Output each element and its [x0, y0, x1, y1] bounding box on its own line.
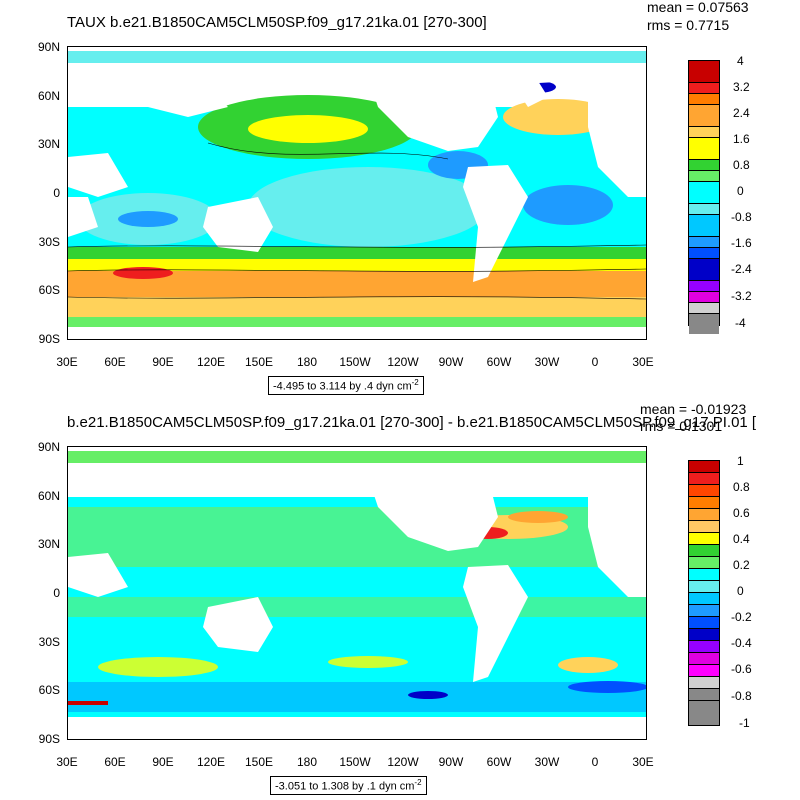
top-lat-label-60n: 60N — [37, 89, 60, 103]
bottom-lat-label-30n: 30N — [37, 537, 60, 551]
top-lon-label: 120W — [387, 355, 419, 369]
bottom-lon-label: 30E — [632, 755, 654, 769]
top-lon-label: 90E — [152, 355, 174, 369]
bottom-colorbar-label: 0.4 — [733, 532, 750, 546]
top-mean: mean = 0.07563 — [647, 0, 749, 15]
bottom-colorbar-label: 0 — [737, 584, 744, 598]
top-lon-label: 90W — [438, 355, 464, 369]
top-colorbar-label: -2.4 — [731, 262, 752, 276]
bottom-plot-title: b.e21.B1850CAM5CLM50SP.f09_g17.21ka.01 [… — [67, 414, 757, 431]
top-lon-label: 60W — [486, 355, 512, 369]
top-lon-label: 150W — [339, 355, 371, 369]
bottom-colorbar — [688, 460, 720, 726]
bottom-lon-label: 150E — [244, 755, 274, 769]
bottom-map-frame — [67, 446, 647, 740]
top-lon-label: 60E — [104, 355, 126, 369]
top-plot-title: TAUX b.e21.B1850CAM5CLM50SP.f09_g17.21ka… — [67, 14, 487, 31]
bottom-rms: rms = 0.1301 — [640, 418, 723, 434]
bottom-lon-label: 90E — [152, 755, 174, 769]
top-colorbar-label: 1.6 — [733, 132, 750, 146]
top-colorbar-label: -4 — [735, 316, 746, 330]
bottom-colorbar-label: 0.8 — [733, 480, 750, 494]
top-colorbar-label: 4 — [737, 54, 744, 68]
bottom-lon-label: 90W — [438, 755, 464, 769]
bottom-lat-label-30s: 30S — [38, 635, 60, 649]
bottom-lon-label: 30E — [56, 755, 78, 769]
top-lat-label-90s: 90S — [38, 332, 60, 346]
bottom-contour-range-text: -3.051 to 1.308 by .1 dyn cm — [275, 780, 415, 793]
bottom-colorbar-label: 1 — [737, 454, 744, 468]
top-lat-label-90n: 90N — [37, 40, 60, 54]
bottom-colorbar-label: 0.2 — [733, 558, 750, 572]
top-lat-label-30s: 30S — [38, 235, 60, 249]
top-colorbar-label: 0 — [737, 184, 744, 198]
bottom-lon-label: 180 — [296, 755, 318, 769]
top-colorbar-label: -1.6 — [731, 236, 752, 250]
bottom-colorbar-label: -0.6 — [731, 662, 752, 676]
top-lon-label: 30E — [56, 355, 78, 369]
top-colorbar-label: 0.8 — [733, 158, 750, 172]
top-lat-label-60s: 60S — [38, 283, 60, 297]
bottom-colorbar-label: -0.4 — [731, 636, 752, 650]
top-colorbar-label: 3.2 — [733, 80, 750, 94]
top-lon-label: 0 — [591, 355, 599, 369]
top-contour-range-text: -4.495 to 3.114 by .4 dyn cm — [273, 380, 412, 393]
bottom-lon-label: 120E — [196, 755, 226, 769]
bottom-colorbar-label: 0.6 — [733, 506, 750, 520]
top-colorbar-label: -0.8 — [731, 210, 752, 224]
bottom-colorbar-label: -1 — [739, 716, 750, 730]
top-colorbar-label: 2.4 — [733, 106, 750, 120]
top-lon-label: 30E — [632, 355, 654, 369]
bottom-contour-range-box: -3.051 to 1.308 by .1 dyn cm-2 — [270, 776, 427, 795]
top-map-frame — [67, 46, 647, 340]
bottom-lat-label-90s: 90S — [38, 732, 60, 746]
bottom-lon-label: 150W — [339, 755, 371, 769]
top-lon-label: 180 — [296, 355, 318, 369]
top-lon-label: 150E — [244, 355, 274, 369]
top-map — [68, 47, 646, 339]
bottom-lat-label-60n: 60N — [37, 489, 60, 503]
top-rms: rms = 0.7715 — [647, 17, 730, 33]
bottom-colorbar-label: -0.2 — [731, 610, 752, 624]
bottom-lon-label: 0 — [591, 755, 599, 769]
top-lat-label-0: 0 — [53, 186, 60, 200]
bottom-mean: mean = -0.01923 — [640, 401, 747, 417]
top-lat-label-30n: 30N — [37, 137, 60, 151]
bottom-lat-label-0: 0 — [53, 586, 60, 600]
top-lon-label: 30W — [534, 355, 560, 369]
bottom-lon-label: 60W — [486, 755, 512, 769]
top-colorbar — [688, 60, 720, 334]
bottom-lon-label: 120W — [387, 755, 419, 769]
top-contour-range-exp: -2 — [411, 378, 419, 387]
bottom-contour-range-exp: -2 — [414, 778, 422, 787]
top-colorbar-label: -3.2 — [731, 289, 752, 303]
top-lon-label: 120E — [196, 355, 226, 369]
bottom-map — [68, 447, 646, 739]
bottom-lat-label-90n: 90N — [37, 440, 60, 454]
bottom-lon-label: 30W — [534, 755, 560, 769]
bottom-colorbar-label: -0.8 — [731, 689, 752, 703]
bottom-lon-label: 60E — [104, 755, 126, 769]
bottom-lat-label-60s: 60S — [38, 683, 60, 697]
top-contour-range-box: -4.495 to 3.114 by .4 dyn cm-2 — [268, 376, 424, 395]
